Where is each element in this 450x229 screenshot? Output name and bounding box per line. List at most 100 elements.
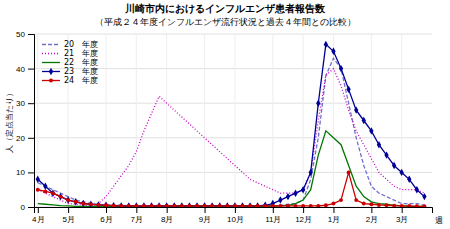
series-marker bbox=[271, 204, 275, 207]
x-tick-label: 8月 bbox=[161, 215, 173, 224]
y-grid-line bbox=[34, 137, 432, 138]
x-tick-label: 5月 bbox=[62, 215, 74, 224]
series-marker bbox=[210, 204, 214, 207]
legend-label: 23 年度 bbox=[64, 67, 98, 76]
x-grid-line bbox=[371, 34, 372, 207]
series-marker bbox=[202, 202, 206, 207]
x-tick: 3月 bbox=[396, 207, 408, 224]
series-marker bbox=[286, 204, 290, 207]
series-marker bbox=[362, 202, 366, 206]
series-marker bbox=[422, 193, 426, 200]
series-marker bbox=[66, 198, 70, 202]
series-marker bbox=[180, 204, 184, 207]
x-tick: 11月 bbox=[265, 207, 281, 224]
series-marker bbox=[142, 202, 146, 207]
x-tick-mark bbox=[235, 207, 236, 213]
legend-item: 23 年度 bbox=[42, 67, 98, 76]
series-marker bbox=[278, 196, 282, 203]
series-marker bbox=[248, 204, 252, 207]
series-marker bbox=[331, 202, 335, 206]
x-grid-line bbox=[204, 34, 205, 207]
series-line bbox=[38, 58, 425, 206]
x-grid-line bbox=[136, 34, 137, 207]
y-tick: 50 bbox=[16, 30, 34, 39]
series-marker bbox=[392, 204, 396, 207]
series-marker bbox=[74, 198, 78, 205]
series-marker bbox=[422, 204, 426, 207]
series-marker bbox=[339, 65, 343, 72]
series-marker bbox=[301, 186, 305, 193]
series-marker bbox=[407, 204, 411, 207]
series-marker bbox=[385, 203, 389, 207]
series-marker bbox=[248, 202, 252, 207]
series-marker bbox=[104, 203, 108, 207]
series-marker bbox=[43, 189, 47, 193]
series-marker bbox=[309, 169, 313, 176]
y-tick: 10 bbox=[16, 168, 34, 177]
series-marker bbox=[36, 188, 40, 192]
x-tick: 10月 bbox=[227, 207, 244, 224]
y-axis-label: 人（定点当たり） bbox=[5, 89, 14, 153]
series-marker bbox=[240, 202, 244, 207]
x-tick-mark bbox=[273, 207, 274, 213]
series-marker bbox=[400, 204, 404, 207]
series-marker bbox=[111, 202, 115, 207]
x-axis-label: 週 bbox=[435, 216, 443, 225]
series-marker bbox=[157, 202, 161, 207]
y-tick-label: 0 bbox=[21, 203, 26, 212]
y-tick: 0 bbox=[21, 203, 34, 212]
series-marker bbox=[165, 204, 169, 207]
x-tick-label: 6月 bbox=[100, 215, 112, 224]
x-grid-line bbox=[272, 34, 273, 207]
series-marker bbox=[51, 189, 55, 196]
y-tick-mark bbox=[28, 138, 34, 139]
series-marker bbox=[354, 106, 358, 113]
y-tick: 20 bbox=[16, 134, 34, 143]
x-tick: 2月 bbox=[366, 207, 378, 224]
legend-label: 24 年度 bbox=[64, 76, 98, 85]
series-marker bbox=[233, 202, 237, 207]
series-marker bbox=[104, 202, 108, 207]
x-tick-label: 11月 bbox=[265, 215, 281, 224]
x-tick-mark bbox=[205, 207, 206, 213]
series-marker bbox=[377, 141, 381, 148]
chart: 4月5月6月7月8月9月10月11月12月1月2月3月01020304050川崎… bbox=[0, 0, 450, 229]
series-marker bbox=[134, 204, 138, 207]
series-marker bbox=[187, 204, 191, 207]
y-tick-label: 40 bbox=[16, 65, 25, 74]
series-marker bbox=[150, 204, 154, 207]
series-marker bbox=[407, 176, 411, 183]
series-marker bbox=[293, 189, 297, 196]
series-marker bbox=[119, 204, 123, 207]
x-tick: 9月 bbox=[199, 207, 211, 224]
series-marker bbox=[36, 176, 40, 183]
plot-area bbox=[36, 41, 427, 207]
series-marker bbox=[324, 203, 328, 207]
subtitle: （平成２４年度インフルエンザ流行状況と過去４年間との比較） bbox=[95, 17, 356, 27]
series-marker bbox=[316, 204, 320, 207]
x-tick: 8月 bbox=[161, 207, 173, 224]
legend: 20 年度21 年度22 年度23 年度24 年度 bbox=[42, 40, 98, 85]
x-tick-label: 1月 bbox=[328, 215, 340, 224]
x-tick-mark bbox=[333, 207, 334, 213]
series-marker bbox=[203, 204, 207, 207]
series-marker bbox=[346, 86, 350, 93]
x-tick-mark bbox=[136, 207, 137, 213]
x-tick-label: 10月 bbox=[227, 215, 244, 224]
y-tick-label: 20 bbox=[16, 134, 25, 143]
y-tick-label: 10 bbox=[16, 168, 25, 177]
series-marker bbox=[112, 204, 116, 207]
legend-label: 20 年度 bbox=[64, 40, 98, 49]
series-marker bbox=[210, 202, 214, 207]
y-tick: 40 bbox=[16, 65, 34, 74]
x-axis: 4月5月6月7月8月9月10月11月12月1月2月3月 bbox=[32, 207, 432, 224]
y-tick-mark bbox=[28, 172, 34, 173]
x-tick-mark bbox=[303, 207, 304, 213]
series-marker bbox=[225, 204, 229, 207]
x-grid-line bbox=[106, 34, 107, 207]
x-tick: 1月 bbox=[328, 207, 340, 224]
x-axis-line bbox=[35, 208, 433, 214]
series-marker bbox=[392, 162, 396, 169]
x-tick-label: 3月 bbox=[396, 215, 408, 224]
y-axis-line bbox=[28, 35, 35, 208]
